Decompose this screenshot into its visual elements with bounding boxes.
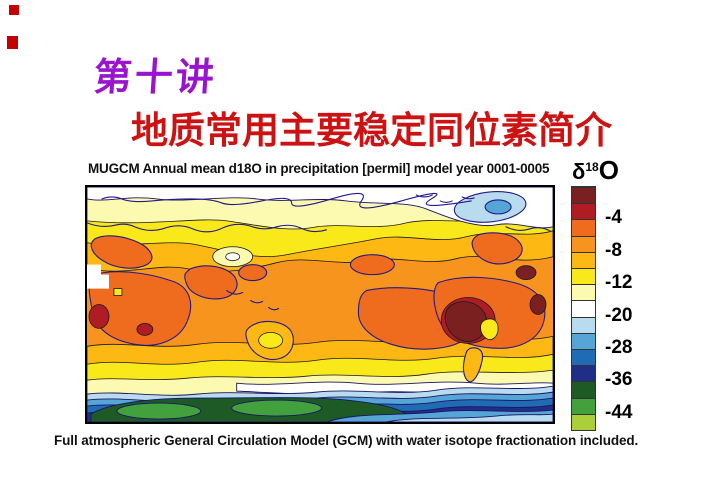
indonesia-islands-contour [226, 290, 280, 311]
arctic-coastline-contour [101, 192, 472, 209]
world-contour-map [87, 187, 553, 422]
legend-swatch [572, 365, 595, 382]
red-marker-icon [9, 5, 19, 15]
antarctica-green-core [116, 402, 202, 420]
greenland-anomaly-core [484, 199, 512, 215]
colorbar-title: δ18O [572, 155, 619, 186]
legend-swatch [572, 332, 595, 350]
central-asia-white-core [225, 252, 241, 262]
legend-tick-label: -44 [605, 401, 633, 423]
eurasia-coastline-contour [87, 222, 328, 233]
africa-darkred-spot [136, 323, 154, 336]
isotope-map-figure [85, 185, 555, 424]
legend-swatch [572, 235, 595, 252]
isotope-mass-superscript: 18 [585, 160, 599, 174]
europe-blob [90, 235, 153, 269]
maroon-spot [529, 294, 547, 315]
legend-swatch [572, 316, 595, 333]
legend-swatch [572, 268, 595, 285]
legend-tick-label: -4 [605, 207, 622, 229]
legend-swatch [572, 219, 595, 236]
white-patch [87, 264, 109, 289]
legend-tick-label: -36 [605, 369, 633, 391]
legend-tick-label: -8 [605, 239, 622, 261]
antarctica-green-core [231, 399, 322, 417]
north-america-blob [471, 232, 523, 265]
antarctic-cyan-wave [386, 413, 553, 422]
maroon-spot [515, 265, 537, 281]
legend-tick-label: -28 [605, 337, 633, 358]
north-america-coastline-contour [505, 226, 551, 232]
patagonia-tail [462, 347, 484, 383]
east-asia-blob [238, 264, 268, 282]
legend-tick-label: -20 [605, 304, 633, 326]
delta-symbol: δ [572, 159, 586, 184]
legend-swatch [572, 349, 595, 366]
india-blob [184, 265, 238, 300]
yellow-dot [113, 288, 123, 296]
map-figure-title: MUGCM Annual mean d18O in precipitation … [88, 161, 550, 176]
legend-swatch [572, 397, 595, 414]
legend-tick-label: -12 [605, 272, 633, 294]
red-marker-icon [7, 36, 18, 49]
slide-subtitle: 地质常用主要稳定同位素简介 [131, 110, 612, 151]
arctic-white-band [87, 187, 553, 229]
andes-maroon-spot [444, 301, 488, 342]
australia-yellow-core [258, 331, 283, 349]
slide-title: 第十讲 [92, 57, 219, 99]
legend-swatch [572, 300, 595, 317]
colorbar-tick-labels: -4 -8 -12 -20 -28 -36 -44 [605, 186, 660, 429]
legend-swatch [572, 381, 595, 398]
legend-swatch [572, 413, 595, 431]
oxygen-symbol: O [598, 155, 619, 185]
africa-darkred-spot [88, 304, 110, 329]
colorbar [571, 186, 596, 431]
figure-caption: Full atmospheric General Circulation Mod… [54, 433, 639, 448]
arctic-islands-contour [415, 194, 475, 203]
legend-swatch [572, 251, 595, 269]
north-pacific-blob [349, 254, 395, 276]
legend-swatch [572, 203, 595, 220]
andes-yellow-altitude-patch [480, 318, 499, 340]
legend-swatch [572, 284, 595, 301]
legend-swatch [572, 187, 595, 204]
